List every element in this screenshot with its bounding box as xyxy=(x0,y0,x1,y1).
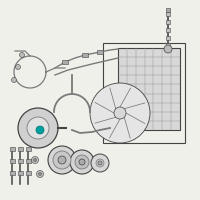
Circle shape xyxy=(16,64,21,70)
Circle shape xyxy=(79,159,85,165)
Circle shape xyxy=(36,126,44,134)
Bar xyxy=(103,43,185,143)
Bar xyxy=(62,60,68,64)
Circle shape xyxy=(96,159,104,167)
Bar xyxy=(118,48,180,130)
Bar xyxy=(18,159,22,163)
Circle shape xyxy=(36,170,44,178)
Bar xyxy=(82,53,88,57)
Circle shape xyxy=(38,172,42,176)
Circle shape xyxy=(75,155,89,169)
Bar xyxy=(10,159,14,163)
Circle shape xyxy=(12,77,16,82)
Circle shape xyxy=(48,146,76,174)
Circle shape xyxy=(70,150,94,174)
Circle shape xyxy=(32,156,38,164)
Circle shape xyxy=(114,107,126,119)
Circle shape xyxy=(20,52,24,58)
Circle shape xyxy=(53,151,71,169)
Circle shape xyxy=(90,83,150,143)
Circle shape xyxy=(91,154,109,172)
Bar xyxy=(18,147,22,151)
Bar xyxy=(26,171,30,175)
Circle shape xyxy=(98,161,102,165)
Bar xyxy=(166,36,170,40)
Circle shape xyxy=(27,117,49,139)
Bar xyxy=(166,43,170,47)
Bar xyxy=(18,171,22,175)
Bar xyxy=(166,12,170,16)
Bar xyxy=(26,159,30,163)
Circle shape xyxy=(18,108,58,148)
Bar xyxy=(166,28,170,32)
Bar xyxy=(166,20,170,24)
Bar xyxy=(10,171,14,175)
Bar xyxy=(26,147,30,151)
Bar xyxy=(97,50,103,54)
Circle shape xyxy=(58,156,66,164)
Bar xyxy=(10,147,14,151)
Circle shape xyxy=(34,158,36,162)
Circle shape xyxy=(164,45,172,53)
Bar xyxy=(166,8,170,12)
